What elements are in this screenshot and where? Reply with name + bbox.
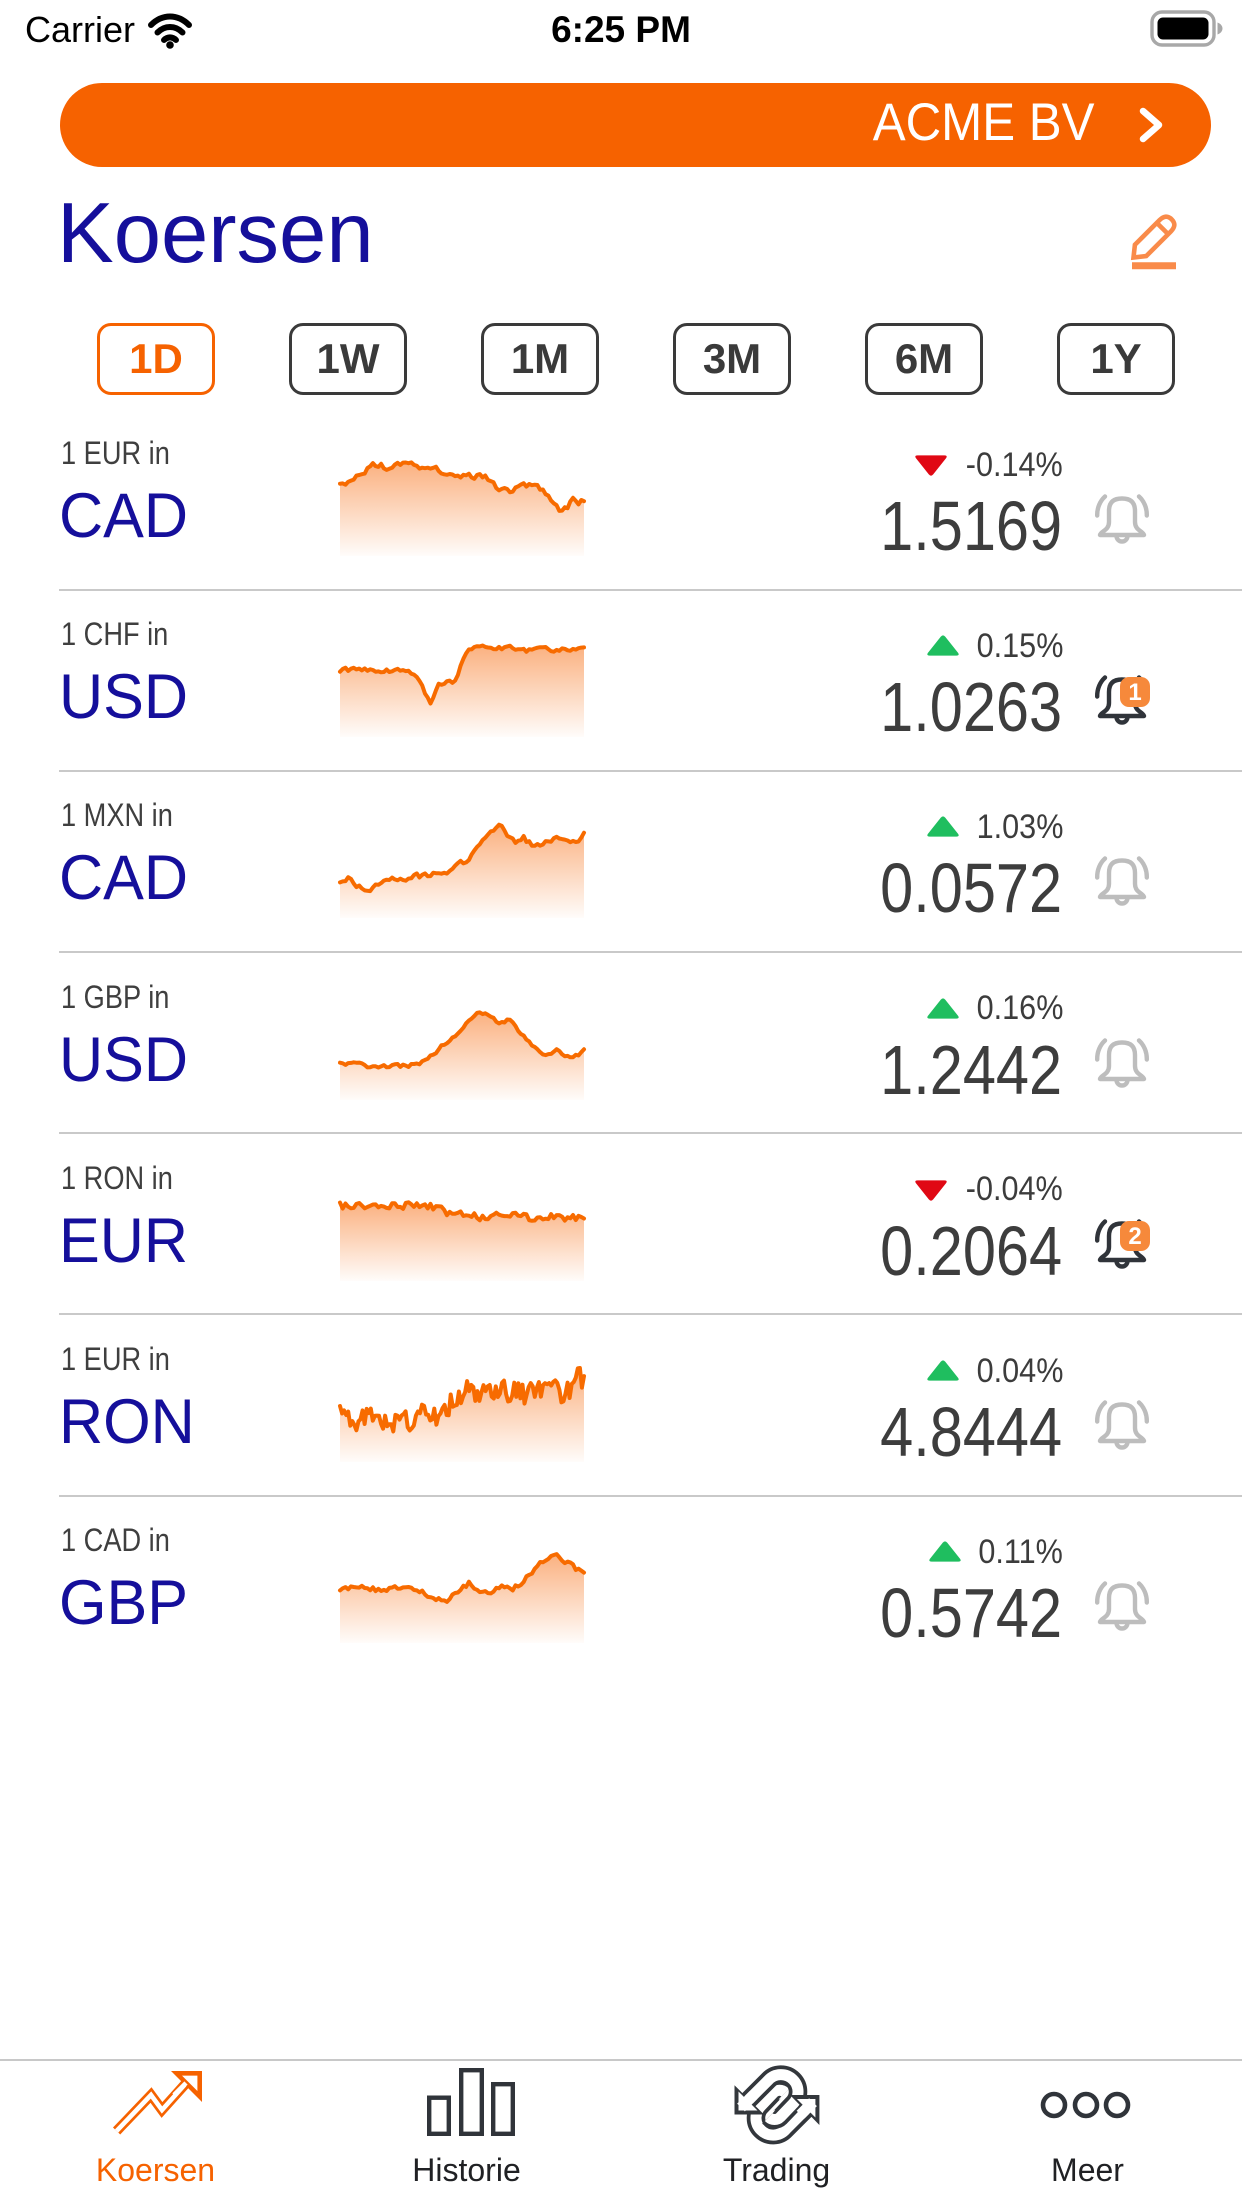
svg-text:1: 1 bbox=[1128, 679, 1141, 706]
svg-text:2: 2 bbox=[1128, 1223, 1141, 1250]
